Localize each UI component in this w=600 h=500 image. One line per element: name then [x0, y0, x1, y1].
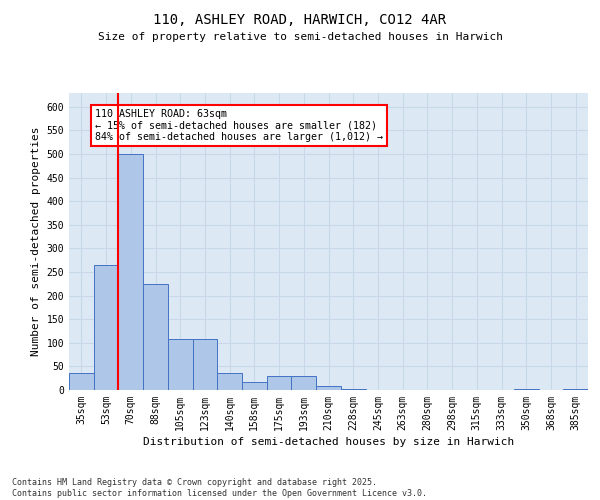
Text: Size of property relative to semi-detached houses in Harwich: Size of property relative to semi-detach… [97, 32, 503, 42]
Text: 110 ASHLEY ROAD: 63sqm
← 15% of semi-detached houses are smaller (182)
84% of se: 110 ASHLEY ROAD: 63sqm ← 15% of semi-det… [95, 109, 383, 142]
Bar [118, 154, 143, 390]
Bar [168, 339, 193, 390]
Y-axis label: Number of semi-detached properties: Number of semi-detached properties [31, 126, 41, 356]
Bar [292, 376, 316, 390]
Bar [217, 374, 242, 390]
Bar [563, 389, 588, 390]
X-axis label: Distribution of semi-detached houses by size in Harwich: Distribution of semi-detached houses by … [143, 437, 514, 447]
Bar [94, 265, 118, 390]
Text: Contains HM Land Registry data © Crown copyright and database right 2025.
Contai: Contains HM Land Registry data © Crown c… [12, 478, 427, 498]
Bar [143, 284, 168, 390]
Bar [69, 374, 94, 390]
Text: 110, ASHLEY ROAD, HARWICH, CO12 4AR: 110, ASHLEY ROAD, HARWICH, CO12 4AR [154, 12, 446, 26]
Bar [316, 386, 341, 390]
Bar [242, 382, 267, 390]
Bar [514, 389, 539, 390]
Bar [341, 388, 365, 390]
Bar [267, 376, 292, 390]
Bar [193, 339, 217, 390]
